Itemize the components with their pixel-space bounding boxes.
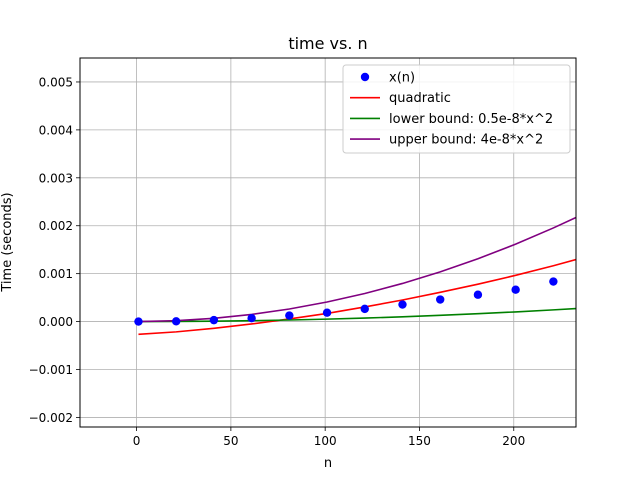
data-point xyxy=(247,314,256,323)
series-clip-group xyxy=(134,216,576,336)
data-point xyxy=(511,285,520,294)
y-tick-label: −0.001 xyxy=(29,363,73,377)
data-point xyxy=(360,304,369,314)
data-point xyxy=(473,290,483,299)
data-point xyxy=(285,311,294,320)
y-tick-label: 0.005 xyxy=(39,75,73,89)
y-tick-label: 0.000 xyxy=(39,315,73,329)
plot-frame xyxy=(79,57,577,428)
chart-title: time vs. n xyxy=(288,34,367,53)
ticks: 0 50 100 150 200 −0.002 −0.001 0.000 0.001 0.002 0… xyxy=(29,75,526,448)
x-tick-label: 50 xyxy=(223,434,238,448)
legend-box xyxy=(342,64,571,154)
legend-label: x(n) xyxy=(389,71,415,86)
data-point xyxy=(436,295,445,304)
data-point xyxy=(398,300,407,309)
legend-label: quadratic xyxy=(389,91,451,106)
y-axis-label: Time (seconds) xyxy=(0,192,15,292)
y-tick-label: 0.003 xyxy=(39,171,73,185)
data-point xyxy=(549,277,558,286)
x-tick-label: 200 xyxy=(502,434,525,448)
x-tick-label: 150 xyxy=(408,434,431,448)
y-tick-label: −0.002 xyxy=(29,411,73,425)
y-tick-label: 0.002 xyxy=(39,219,73,233)
data-point xyxy=(171,317,181,326)
data-point xyxy=(134,317,143,326)
y-tick-label: 0.004 xyxy=(39,123,73,137)
x-tick-label: 100 xyxy=(314,434,337,448)
x-tick-label: 0 xyxy=(133,434,141,448)
data-point xyxy=(322,308,332,317)
legend-label: upper bound: 4e-8*x^2 xyxy=(389,133,543,148)
x-axis-label: n xyxy=(324,456,332,471)
series-layer xyxy=(134,216,576,336)
y-tick-label: 0.001 xyxy=(39,267,73,281)
legend: x(n) quadratic lower bound: 0.5e-8*x^2 uppe… xyxy=(342,64,571,154)
data-point xyxy=(209,315,219,325)
legend-label: lower bound: 0.5e-8*x^2 xyxy=(389,112,553,127)
legend-marker xyxy=(360,72,370,82)
